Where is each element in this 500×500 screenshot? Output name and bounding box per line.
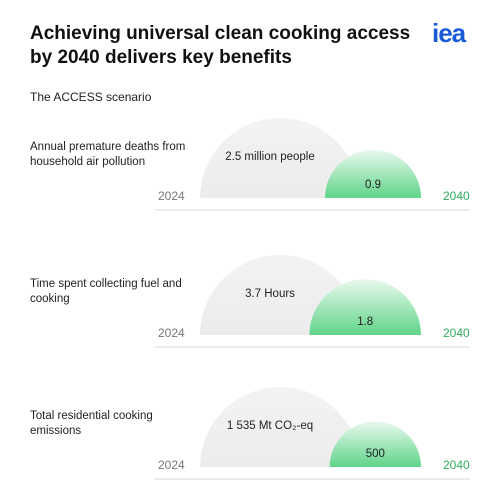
panel-label: Time spent collecting fuel and cooking	[30, 278, 182, 305]
logo: iea	[432, 18, 466, 48]
start-year: 2024	[158, 326, 185, 340]
end-year: 2040	[443, 189, 470, 203]
value-2024: 2.5 million people	[225, 151, 315, 163]
end-year: 2040	[443, 326, 470, 340]
end-year: 2040	[443, 458, 470, 472]
semicircle-2040	[329, 421, 421, 467]
semicircle-2040	[309, 279, 421, 335]
value-2024: 1 535 Mt CO₂-eq	[226, 420, 314, 432]
start-year: 2024	[158, 458, 185, 472]
panel-label: Total residential cooking emissions	[30, 410, 153, 437]
value-2040: 1.8	[357, 316, 374, 328]
semicircle-2024	[200, 387, 360, 467]
semicircle-2024	[200, 118, 360, 198]
value-2040: 500	[365, 448, 385, 460]
value-2024: 3.7 Hours	[245, 288, 295, 300]
value-2040: 0.9	[365, 179, 381, 191]
panel-label: Annual premature deaths from household a…	[30, 141, 186, 168]
semicircle-2040	[325, 150, 421, 198]
title: Achieving universal clean cooking access…	[30, 23, 411, 68]
start-year: 2024	[158, 189, 185, 203]
subtitle: The ACCESS scenario	[30, 90, 152, 104]
